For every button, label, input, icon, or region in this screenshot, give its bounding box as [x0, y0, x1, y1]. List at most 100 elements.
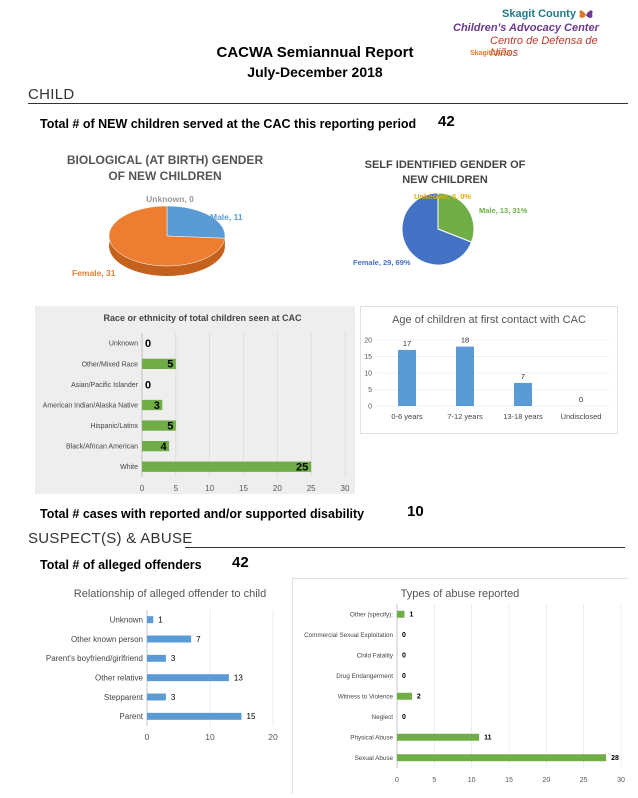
report-period: July-December 2018: [247, 64, 383, 80]
race-svg-cat-label: Other/Mixed Race: [82, 361, 139, 368]
race-svg-tick-label: 0: [140, 484, 145, 493]
abuse-svg-value-label: 0: [402, 632, 406, 639]
race-svg-tick-label: 20: [273, 484, 282, 493]
abuse-chart-title: Types of abuse reported: [400, 588, 520, 600]
race-svg-value-label: 5: [167, 359, 173, 371]
race-svg-bar: [142, 441, 170, 452]
bio-slice-female: [108, 205, 226, 267]
rel-svg-bar: [147, 635, 192, 643]
rel-svg-value-label: 3: [171, 693, 176, 702]
abuse-svg-tick-label: 15: [505, 777, 513, 784]
bio-slice-male: [166, 205, 226, 239]
bio-label-male: Male, 11: [210, 212, 243, 222]
age-tick-label: 10: [364, 371, 372, 378]
self-slice-female: [401, 192, 473, 266]
abuse-svg-cat-label: Witness to Violence: [338, 693, 394, 700]
abuse-svg-value-label: 1: [409, 612, 413, 619]
age-bar: [514, 382, 532, 406]
bio-gender-title-2: OF NEW CHILDREN: [108, 169, 222, 183]
age-value-label: 17: [403, 339, 411, 348]
logo-butterfly-icon: [578, 8, 594, 22]
rel-svg-value-label: 3: [171, 654, 176, 663]
section-child: CHILD: [28, 86, 75, 103]
race-svg-value-label: 4: [160, 441, 167, 453]
age-value-label: 18: [461, 336, 469, 345]
age-tick-label: 20: [364, 338, 372, 345]
abuse-svg-cat-label: Drug Endangerment: [336, 673, 393, 680]
abuse-chart-frame: [292, 578, 628, 794]
abuse-svg-value-label: 11: [484, 735, 492, 742]
age-cat-label: Undisclosed: [561, 412, 602, 421]
race-svg-cat-label: American Indian/Alaska Native: [43, 402, 138, 409]
abuse-svg-tick-label: 10: [468, 777, 476, 784]
rel-svg-cat-label: Parent's boyfriend/girlfriend: [46, 654, 143, 663]
race-svg-cat-label: White: [120, 464, 138, 471]
race-svg-cat-label: Black/African American: [66, 444, 138, 451]
abuse-svg-cat-label: Other (specify):: [350, 611, 393, 618]
self-label-male: Male, 13, 31%: [479, 206, 528, 215]
rel-svg-cat-label: Other relative: [95, 673, 144, 682]
race-svg-bar: [142, 461, 312, 472]
logo-line-4: SkagitCASA: [470, 50, 511, 57]
abuse-svg-tick-label: 5: [432, 777, 436, 784]
section-suspects-rule: [185, 547, 625, 548]
rel-svg-bar: [147, 674, 229, 682]
rel-svg-bar: [147, 654, 166, 662]
logo: Skagit County Children's Advocacy Center…: [450, 8, 610, 68]
race-svg-value-label: 25: [296, 462, 308, 474]
section-child-rule: [28, 103, 628, 104]
race-svg-cat-label: Unknown: [109, 341, 138, 348]
age-value-label: 0: [579, 395, 583, 404]
abuse-svg-value-label: 0: [402, 714, 406, 721]
age-cat-label: 7-12 years: [447, 412, 483, 421]
age-tick-label: 0: [368, 404, 372, 411]
relationship-chart-title: Relationship of alleged offender to chil…: [73, 588, 267, 600]
abuse-svg-tick-label: 20: [542, 777, 550, 784]
rel-svg-value-label: 13: [234, 673, 243, 682]
logo-line-3: Centro de Defensa de Niños: [490, 35, 598, 59]
rel-svg-bar: [147, 616, 154, 624]
abuse-svg-cat-label: Sexual Abuse: [354, 755, 393, 762]
abuse-svg-value-label: 2: [417, 694, 421, 701]
race-svg-cat-label: Asian/Pacific Islander: [71, 382, 139, 389]
rel-svg-bar: [147, 712, 242, 720]
abuse-svg-cat-label: Physical Abuse: [350, 734, 393, 741]
section-suspects: SUSPECT(S) & ABUSE: [28, 530, 193, 547]
rel-svg-cat-label: Unknown: [110, 615, 143, 624]
new-children-label: Total # of NEW children served at the CA…: [40, 117, 417, 131]
offenders-value: 42: [232, 554, 249, 571]
bio-gender-title-1: BIOLOGICAL (AT BIRTH) GENDER: [66, 153, 264, 167]
self-label-unknown: Unknown, 0, 0%: [414, 192, 471, 201]
race-svg-value-label: 3: [154, 400, 160, 412]
abuse-svg-bar: [397, 692, 412, 700]
disability-label: Total # cases with reported and/or suppo…: [40, 507, 365, 521]
abuse-svg-cat-label: Child Fatality: [357, 652, 394, 659]
abuse-svg-bar: [397, 754, 607, 762]
abuse-svg-value-label: 0: [402, 653, 406, 660]
race-svg-bar: [142, 420, 176, 431]
age-tick-label: 5: [368, 387, 372, 394]
age-chart-title: Age of children at first contact with CA…: [392, 314, 586, 326]
rel-svg-tick-label: 10: [205, 732, 215, 742]
race-svg-bar: [142, 399, 163, 411]
logo-line-2: Children's Advocacy Center: [453, 22, 599, 34]
offenders-label: Total # of alleged offenders: [40, 558, 202, 572]
age-cat-label: 0-6 years: [391, 412, 423, 421]
race-chart-title: Race or ethnicity of total children seen…: [103, 313, 302, 323]
rel-svg-value-label: 1: [158, 615, 163, 624]
race-svg-tick-label: 10: [205, 484, 214, 493]
logo-line-1: Skagit County: [502, 8, 576, 20]
bio-label-unknown: Unknown, 0: [146, 194, 194, 204]
abuse-svg-cat-label: Commercial Sexual Exploitation: [304, 632, 393, 639]
rel-svg-bar: [147, 693, 166, 701]
abuse-svg-bar: [397, 733, 480, 741]
rel-svg-tick-label: 20: [268, 732, 278, 742]
abuse-svg-tick-label: 0: [395, 777, 399, 784]
abuse-svg-value-label: 0: [402, 673, 406, 680]
rel-svg-cat-label: Other known person: [71, 635, 143, 644]
self-gender-title-2: NEW CHILDREN: [402, 174, 488, 186]
